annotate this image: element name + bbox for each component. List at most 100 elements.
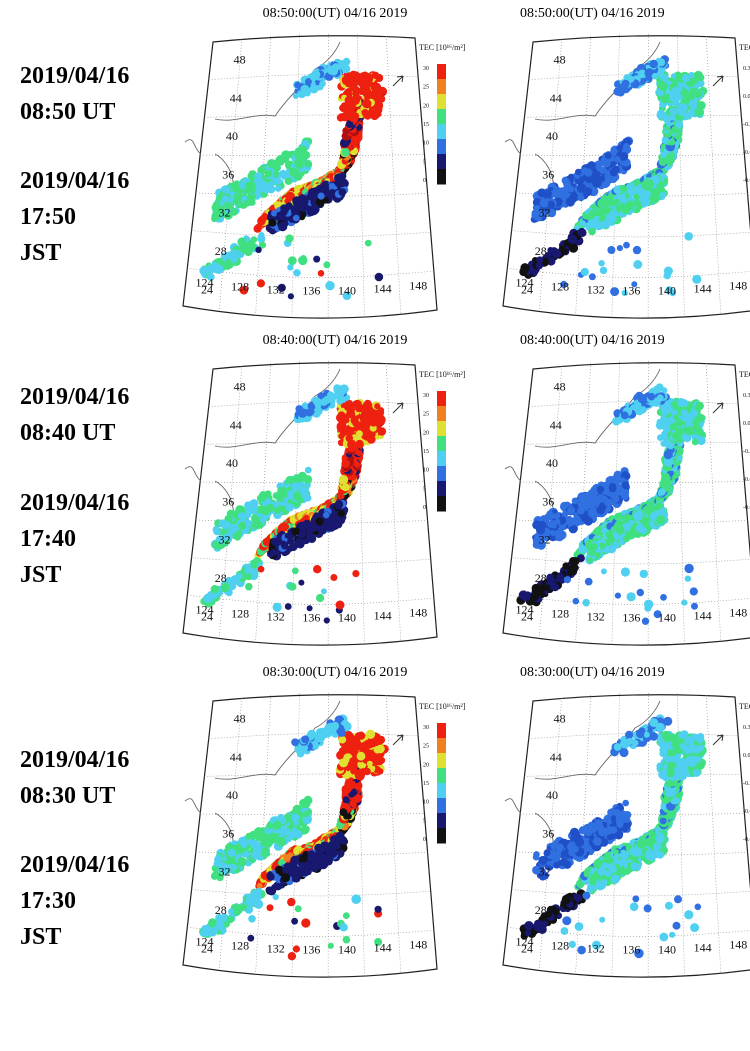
tec-observation-point	[341, 483, 350, 492]
panel-title: 08:50:00(UT) 04/16 2019	[520, 6, 665, 21]
tec-observation-point	[308, 187, 318, 198]
tec-observation-point	[272, 161, 281, 170]
tec-observation-point	[274, 185, 282, 192]
tec-observation-point	[300, 538, 307, 545]
tec-observation-point	[341, 415, 350, 424]
colorbar-tick: 15	[423, 122, 429, 128]
tec-observation-point	[304, 466, 312, 474]
tec-observation-point	[362, 99, 372, 109]
tec-observation-point	[210, 585, 219, 594]
longitude-label: 148	[409, 278, 427, 292]
tec-observation-point	[256, 279, 265, 288]
tec-observation-point	[674, 133, 682, 140]
tec-observation-point	[584, 168, 593, 177]
tec-observation-point	[218, 519, 227, 528]
meridian-line	[705, 35, 722, 314]
tec-observation-point	[563, 179, 571, 188]
parallel-line	[520, 154, 745, 156]
tec-observation-point	[663, 271, 671, 280]
tec-observation-point	[602, 158, 611, 168]
tec-observation-point	[352, 399, 362, 409]
tec-observation-point	[627, 189, 636, 197]
tec-observation-point	[318, 525, 327, 535]
tec-observation-point	[298, 579, 305, 586]
tec-observation-point	[592, 178, 602, 188]
tec-observation-point	[278, 221, 288, 232]
tec-observation-point	[268, 218, 277, 227]
tec-observation-point	[298, 522, 308, 532]
colorbar-tick: 0	[423, 505, 426, 511]
tec-observation-point	[602, 206, 611, 215]
tec-observation-point	[567, 173, 575, 181]
tec-observation-point	[294, 81, 301, 89]
panel-title: 08:50:00(UT) 04/16 2019	[262, 6, 408, 21]
parallel-line	[187, 595, 434, 605]
tec-observation-point	[546, 200, 555, 209]
tec-observation-point	[264, 169, 273, 178]
panel-title: 08:40:00(UT) 04/16 2019	[520, 333, 665, 348]
tec-observation-point	[293, 159, 301, 167]
tec-observation-point	[560, 280, 568, 288]
tec-observation-point	[258, 241, 267, 249]
latitude-label: 44	[230, 91, 242, 105]
tec-observation-point	[621, 289, 628, 296]
tec-observation-point	[255, 186, 263, 193]
tec-observation-point	[295, 405, 303, 413]
tec-observation-point	[337, 113, 345, 121]
parallel-line	[524, 114, 742, 118]
tec-observation-point	[599, 266, 608, 275]
tec-observation-point	[250, 561, 259, 569]
tec-observation-point	[575, 168, 582, 176]
tec-observation-point	[284, 603, 292, 610]
tec-observation-point	[285, 177, 293, 185]
tec-observation-point	[352, 419, 360, 427]
tec-observation-point	[684, 232, 693, 241]
latitude-label: 36	[542, 167, 554, 181]
tec-observation-point	[225, 211, 232, 219]
tec-observation-point	[292, 214, 300, 222]
tec-observation-point	[697, 79, 705, 88]
parallel-line	[528, 401, 739, 407]
colorbar-segment	[437, 406, 446, 422]
parallel-line	[507, 268, 750, 278]
meridian-line	[538, 365, 563, 638]
meridian-line	[385, 35, 402, 314]
tec-observation-point	[317, 270, 325, 277]
tec-observation-point	[694, 107, 704, 117]
parallel-line	[520, 481, 745, 483]
meridian-line	[676, 34, 685, 317]
arrow-marker	[712, 75, 724, 87]
tec-observation-point	[594, 221, 604, 231]
latitude-label: 44	[550, 91, 562, 105]
colorbar-segment	[437, 451, 446, 467]
latitude-label: 32	[219, 533, 231, 547]
tec-observation-point	[235, 572, 243, 580]
tec-observation-point	[347, 439, 357, 450]
ut-time-label: 2019/04/16 08:40 UT	[20, 384, 130, 446]
latitude-label: 28	[535, 244, 547, 258]
tec-observation-point	[519, 267, 528, 277]
tec-observation-point	[641, 197, 651, 207]
latitude-label: 40	[226, 129, 238, 143]
colorbar-segment	[437, 124, 446, 140]
tec-observation-point	[539, 198, 549, 208]
tec-observation-point	[644, 68, 654, 78]
tec-observation-point	[247, 172, 254, 180]
tec-observation-point	[682, 74, 690, 83]
tec-observation-point	[631, 281, 638, 288]
tec-observation-point	[646, 179, 655, 188]
tec-observation-point	[299, 204, 308, 213]
tec-observation-point	[325, 281, 335, 291]
tec-observation-point	[532, 197, 542, 207]
tec-observation-point	[232, 196, 242, 206]
tec-observation-point	[326, 65, 336, 75]
tec-observation-point	[347, 406, 354, 413]
tec-observation-point	[352, 570, 360, 578]
latitude-label: 28	[215, 244, 227, 258]
tec-observation-point	[686, 92, 695, 100]
tec-observation-point	[313, 565, 322, 574]
colorbar-tick: 0.0	[743, 94, 750, 100]
